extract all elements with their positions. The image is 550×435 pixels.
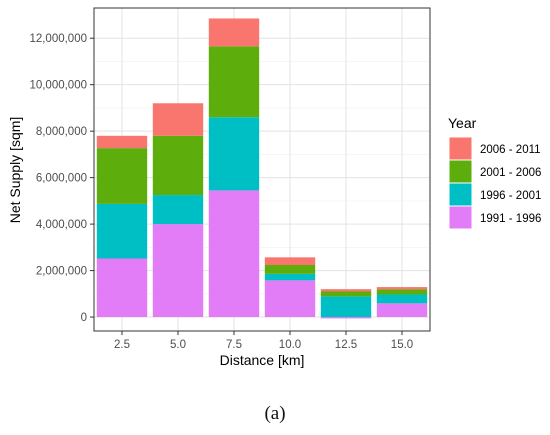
y-tick-label: 10,000,000 bbox=[29, 80, 87, 92]
bar-segment bbox=[152, 224, 204, 318]
bar-segment bbox=[320, 289, 372, 292]
bar-segment bbox=[264, 273, 316, 281]
y-tick-label: 12,000,000 bbox=[29, 33, 87, 45]
legend-swatch bbox=[448, 182, 473, 207]
legend-title: Year bbox=[448, 115, 477, 131]
x-axis-label: Distance [km] bbox=[220, 352, 305, 368]
x-tick-label: 15.0 bbox=[391, 339, 413, 351]
grid-lines bbox=[94, 8, 430, 331]
bar-segment bbox=[264, 257, 316, 266]
y-axis-label: Net Supply [sqm] bbox=[7, 117, 23, 224]
bar-segment bbox=[320, 317, 372, 319]
x-tick-label: 2.5 bbox=[114, 339, 130, 351]
legend-label: 1991 - 1996 bbox=[480, 213, 541, 225]
bar-segment bbox=[152, 135, 204, 196]
stacked-bar-chart: 0 2,000,000 4,000,000 6,000,000 8,000,000 10,… bbox=[7, 7, 541, 368]
bar-segment bbox=[208, 46, 260, 118]
bar-segment bbox=[152, 103, 204, 136]
bar-segment bbox=[96, 148, 148, 204]
legend: Year 2006 - 2011 2001 - 2006 1996 - 2001 19… bbox=[448, 115, 541, 230]
bar-segment bbox=[264, 265, 316, 274]
legend-swatch bbox=[448, 136, 473, 161]
y-axis: 0 2,000,000 4,000,000 6,000,000 8,000,000 10,… bbox=[29, 33, 94, 324]
plot-panel bbox=[93, 7, 431, 332]
bar-segment bbox=[320, 296, 372, 318]
y-tick-label: 0 bbox=[81, 312, 87, 324]
y-tick-label: 2,000,000 bbox=[36, 266, 87, 278]
bar-segment bbox=[96, 203, 148, 259]
figure-caption: (a) bbox=[264, 403, 286, 424]
bar-segment bbox=[264, 280, 316, 318]
bar-segment bbox=[376, 294, 428, 304]
x-tick-label: 12.5 bbox=[335, 339, 357, 351]
bar-segment bbox=[376, 287, 428, 290]
y-tick-label: 4,000,000 bbox=[36, 219, 87, 231]
bar-segment bbox=[320, 291, 372, 297]
plot-border bbox=[93, 7, 431, 332]
bar-segment bbox=[96, 258, 148, 318]
bar-segment bbox=[376, 303, 428, 318]
x-tick-label: 7.5 bbox=[226, 339, 242, 351]
x-tick-label: 5.0 bbox=[170, 339, 186, 351]
legend-label: 2001 - 2006 bbox=[480, 167, 541, 179]
bar-segment bbox=[96, 135, 148, 149]
x-axis: 2.5 5.0 7.5 10.0 12.5 15.0 bbox=[114, 331, 413, 351]
legend-label: 2006 - 2011 bbox=[480, 144, 541, 156]
y-tick-label: 8,000,000 bbox=[36, 126, 87, 138]
legend-swatch bbox=[448, 159, 473, 184]
bar-segment bbox=[208, 190, 260, 318]
x-tick-label: 10.0 bbox=[279, 339, 301, 351]
legend-swatch bbox=[448, 205, 473, 230]
y-tick-label: 6,000,000 bbox=[36, 173, 87, 185]
bar-segment bbox=[208, 117, 260, 191]
bar-segment bbox=[152, 195, 204, 225]
bar-segment bbox=[208, 18, 260, 47]
bar-segment bbox=[376, 289, 428, 295]
bars bbox=[96, 18, 428, 319]
legend-label: 1996 - 2001 bbox=[480, 190, 541, 202]
